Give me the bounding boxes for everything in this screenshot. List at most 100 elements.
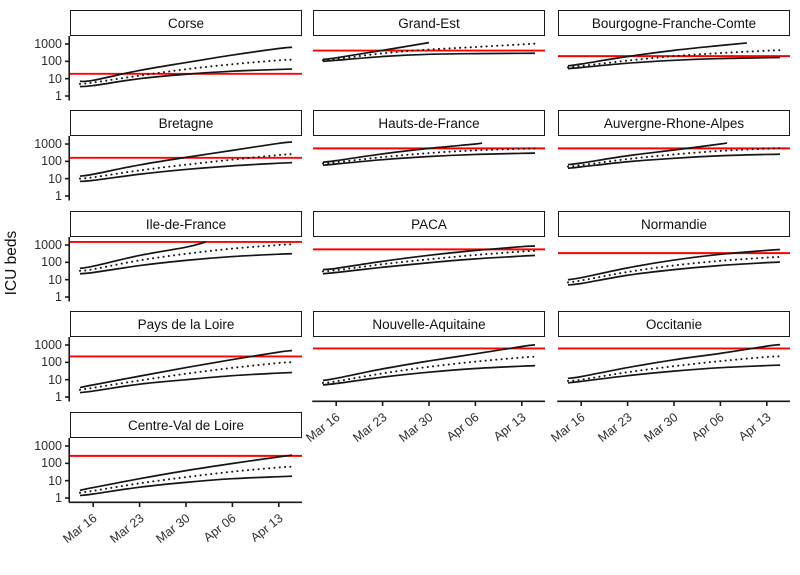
median-curve <box>78 153 294 180</box>
projection-curves <box>321 344 537 386</box>
median-curve <box>78 58 294 85</box>
upper-bound-curve <box>322 142 483 163</box>
upper-bound-curve <box>567 248 781 281</box>
facet-plot <box>65 438 302 507</box>
facet-title: Bretagne <box>70 110 302 136</box>
y-tick-label: 10 <box>48 372 62 387</box>
y-tick-label: 1000 <box>34 338 62 352</box>
facet-title: Hauts-de-France <box>313 110 545 136</box>
median-curve <box>78 465 294 494</box>
projection-curves <box>321 245 537 275</box>
upper-bound-curve <box>567 343 781 380</box>
facet-title: Auvergne-Rhone-Alpes <box>558 110 790 136</box>
upper-bound-curve <box>322 344 536 382</box>
x-axis <box>69 501 302 507</box>
projection-curves <box>566 248 782 286</box>
median-curve <box>321 355 537 384</box>
lower-bound-curve <box>567 261 781 286</box>
facet-title: Occitanie <box>558 311 790 337</box>
y-tick-label: 1 <box>55 89 62 103</box>
lower-bound-curve <box>322 152 536 167</box>
y-tick-label: 100 <box>41 456 62 471</box>
lower-bound-curve <box>79 252 293 275</box>
upper-bound-curve <box>79 141 293 177</box>
lower-bound-curve <box>567 364 781 384</box>
projection-curves <box>566 343 782 384</box>
facet-title: Normandie <box>558 211 790 237</box>
y-tick-label: 100 <box>41 154 62 169</box>
facet-plot <box>65 237 302 302</box>
facet-plot <box>313 41 545 63</box>
facet-plot <box>558 248 790 286</box>
facet-title: PACA <box>313 211 545 237</box>
upper-bound-curve <box>79 349 293 389</box>
median-curve <box>566 147 782 168</box>
upper-bound-curve <box>567 42 747 67</box>
projection-curves <box>78 46 294 88</box>
lower-bound-curve <box>79 371 293 394</box>
y-axis <box>65 438 70 503</box>
facet-title: Pays de la Loire <box>70 311 302 337</box>
y-tick-label: 1000 <box>34 137 62 151</box>
median-curve <box>566 255 782 284</box>
lower-bound-curve <box>322 364 536 386</box>
facet-plot <box>557 343 790 406</box>
upper-bound-curve <box>79 46 293 83</box>
facet-plot <box>313 142 545 167</box>
lower-bound-curve <box>567 153 781 170</box>
y-axis <box>65 337 70 402</box>
y-tick-label: 100 <box>41 355 62 370</box>
facet-title: Bourgogne-Franche-Comte <box>558 10 790 36</box>
upper-bound-curve <box>322 41 430 61</box>
y-tick-label: 10 <box>48 272 62 287</box>
y-tick-label: 1000 <box>34 238 62 252</box>
projection-curves <box>78 349 294 394</box>
facet-plot <box>65 36 302 101</box>
y-tick-label: 1000 <box>34 37 62 51</box>
x-axis <box>557 400 790 406</box>
upper-bound-curve <box>79 454 293 492</box>
projection-curves <box>321 142 537 167</box>
y-axis <box>65 237 70 302</box>
projection-curves <box>78 141 294 183</box>
facet-plot <box>558 142 790 170</box>
y-tick-label: 100 <box>41 54 62 69</box>
y-tick-label: 1 <box>55 189 62 203</box>
facet-title: Grand-Est <box>313 10 545 36</box>
y-tick-label: 100 <box>41 255 62 270</box>
y-tick-label: 1 <box>55 290 62 304</box>
lower-bound-curve <box>322 52 536 63</box>
upper-bound-curve <box>567 142 728 166</box>
y-tick-label: 10 <box>48 71 62 86</box>
facet-title: Corse <box>70 10 302 36</box>
facet-plot <box>65 136 302 201</box>
median-curve <box>321 42 537 62</box>
lower-bound-curve <box>79 475 293 497</box>
y-tick-label: 1000 <box>34 439 62 453</box>
projection-curves <box>566 142 782 170</box>
y-tick-label: 1 <box>55 390 62 404</box>
upper-bound-curve <box>322 245 536 271</box>
facet-plot <box>558 42 790 70</box>
y-tick-label: 1 <box>55 491 62 505</box>
y-tick-label: 10 <box>48 171 62 186</box>
projection-curves <box>566 42 782 70</box>
y-axis <box>65 136 70 201</box>
projection-curves <box>321 41 537 63</box>
facet-plot <box>65 337 302 402</box>
facet-plot <box>312 344 545 406</box>
x-axis <box>312 400 545 406</box>
y-axis <box>65 36 70 101</box>
upper-bound-curve <box>79 241 207 270</box>
projection-curves <box>78 241 294 275</box>
y-axis-title: ICU beds <box>3 230 20 296</box>
facet-title: Ile-de-France <box>70 211 302 237</box>
facet-title: Nouvelle-Aquitaine <box>313 311 545 337</box>
facet-title: Centre-Val de Loire <box>70 412 302 438</box>
median-curve <box>78 243 294 272</box>
median-curve <box>321 147 537 165</box>
lower-bound-curve <box>567 56 781 70</box>
lower-bound-curve <box>79 161 293 183</box>
projection-curves <box>78 454 294 497</box>
